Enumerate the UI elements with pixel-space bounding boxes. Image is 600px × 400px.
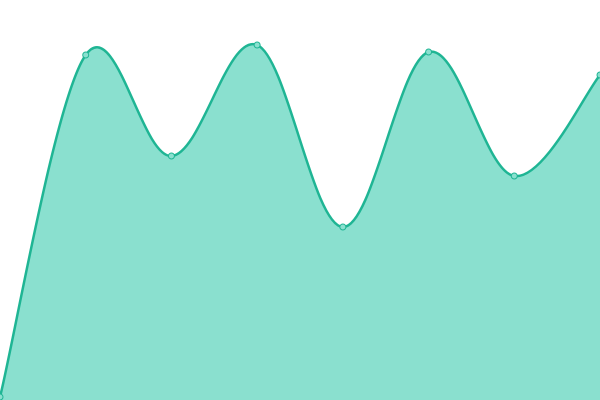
point — [253, 41, 261, 49]
area-fill — [0, 44, 600, 400]
point — [425, 48, 433, 56]
point — [596, 71, 600, 79]
point — [0, 393, 4, 400]
point — [167, 152, 175, 160]
point — [339, 223, 347, 231]
point — [510, 172, 518, 180]
point — [82, 51, 90, 59]
